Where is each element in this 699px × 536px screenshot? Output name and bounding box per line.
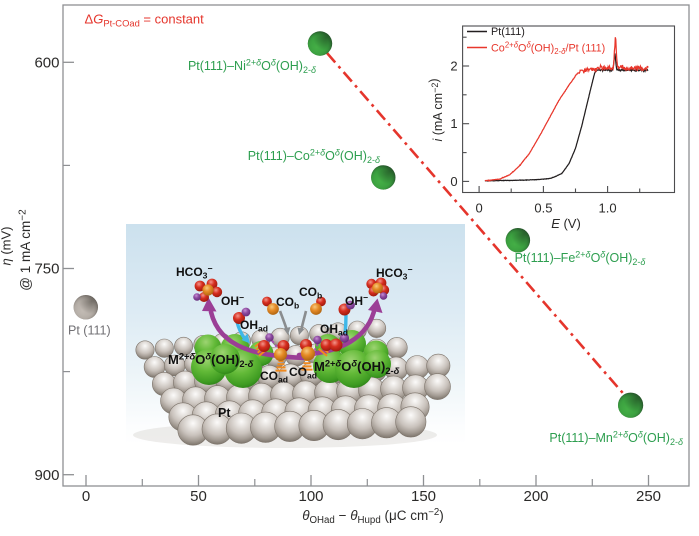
svg-text:250: 250 [636,488,661,505]
svg-text:Co2+δOδ(OH)2-δ/Pt (111): Co2+δOδ(OH)2-δ/Pt (111) [491,41,605,56]
svg-text:Pt (111): Pt (111) [68,324,111,338]
svg-text:Pt(111)–Co2+δOδ(OH)2-δ: Pt(111)–Co2+δOδ(OH)2-δ [248,148,381,165]
svg-text:η (mV): η (mV) [0,227,14,266]
svg-text:@ 1 mA cm−2: @ 1 mA cm−2 [18,209,34,291]
svg-text:θOHad − θHupd (μC cm−2): θOHad − θHupd (μC cm−2) [302,507,444,526]
svg-text:750: 750 [34,261,59,278]
svg-text:Pt(111)–Mn2+δOδ(OH)2-δ: Pt(111)–Mn2+δOδ(OH)2-δ [549,430,684,447]
svg-text:i (mA cm−2): i (mA cm−2) [427,78,445,141]
svg-text:600: 600 [34,55,59,72]
svg-text:OHad: OHad [320,322,348,338]
svg-text:2: 2 [450,59,457,74]
svg-text:Pt: Pt [218,406,231,420]
svg-text:HCO3−: HCO3− [176,264,212,281]
svg-text:Pt(111): Pt(111) [491,26,525,38]
svg-text:100: 100 [298,488,323,505]
svg-text:0.5: 0.5 [534,201,552,216]
svg-text:OHad: OHad [240,318,268,334]
svg-text:Pt(111)–Ni2+δOδ(OH)2-δ: Pt(111)–Ni2+δOδ(OH)2-δ [188,58,317,75]
svg-text:Pt(111)–Fe2+δOδ(OH)2-δ: Pt(111)–Fe2+δOδ(OH)2-δ [515,250,647,267]
svg-text:M2+δOδ(OH)2-δ: M2+δOδ(OH)2-δ [314,357,400,376]
svg-text:0: 0 [450,174,457,189]
svg-text:ΔGPt-COad = constant: ΔGPt-COad = constant [85,12,205,29]
svg-text:COb: COb [299,285,322,301]
svg-text:900: 900 [34,467,59,484]
svg-text:200: 200 [523,488,548,505]
svg-text:COad: COad [289,365,317,381]
svg-text:50: 50 [190,488,207,505]
svg-text:0: 0 [82,488,90,505]
svg-text:M2+δOδ(OH)2-δ: M2+δOδ(OH)2-δ [168,350,254,369]
svg-text:COb: COb [276,295,299,311]
svg-text:E (V): E (V) [551,216,581,231]
svg-text:1: 1 [450,116,457,131]
svg-text:0: 0 [475,201,482,216]
svg-text:OH−: OH− [345,293,368,308]
svg-text:HCO3−: HCO3− [376,265,412,282]
svg-text:150: 150 [411,488,436,505]
svg-text:OH−: OH− [221,293,244,308]
svg-text:COad: COad [260,369,288,385]
svg-text:1.0: 1.0 [599,201,617,216]
